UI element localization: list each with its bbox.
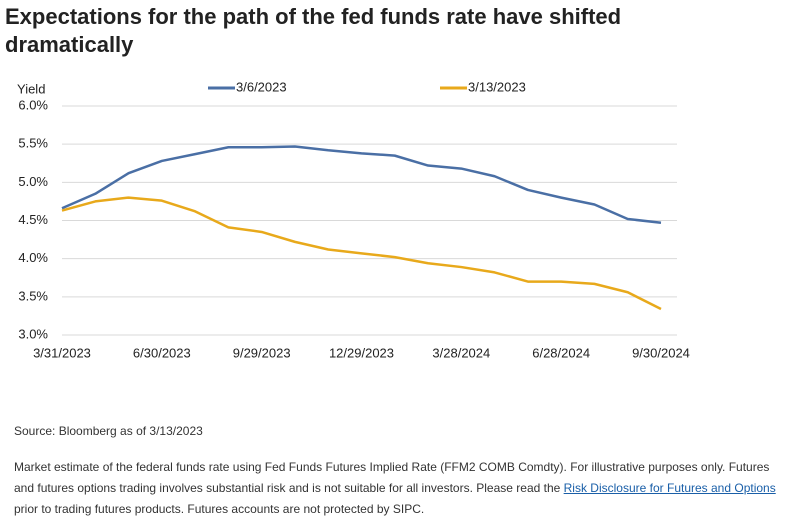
x-tick-label: 6/28/2024: [532, 345, 590, 360]
series-line: [61, 145, 662, 225]
chart-title: Expectations for the path of the fed fun…: [5, 4, 622, 57]
x-tick-label: 6/30/2023: [133, 345, 191, 360]
y-axis-label: Yield: [17, 81, 45, 96]
y-tick-label: 5.0%: [18, 174, 48, 189]
y-tick-label: 3.5%: [18, 288, 48, 303]
y-tick-label: 3.0%: [18, 326, 48, 341]
disclaimer-text: prior to trading futures products. Futur…: [14, 502, 425, 516]
chart: Yield 3.0% 3.5% 4.0% 4.5% 5.0% 5.5% 6.0% 3/31/2…: [17, 79, 690, 360]
y-tick-label: 4.0%: [18, 250, 48, 265]
x-tick-label: 3/28/2024: [432, 345, 490, 360]
y-tick-label: 6.0%: [18, 97, 48, 112]
risk-link[interactable]: Risk Disclosure for Futures and Options: [563, 481, 776, 495]
x-tick-label: 9/29/2023: [233, 345, 291, 360]
y-tick-label: 5.5%: [18, 136, 48, 151]
legend-label: 3/6/2023: [236, 79, 287, 94]
x-tick-label: 12/29/2023: [329, 345, 394, 360]
series-line: [61, 196, 662, 311]
source: Source: Bloomberg as of 3/13/2023: [14, 424, 203, 438]
disclaimer: Market estimate of the federal funds rat…: [14, 457, 789, 520]
x-tick-label: 3/31/2023: [33, 345, 91, 360]
x-tick-label: 9/30/2024: [632, 345, 690, 360]
legend-label: 3/13/2023: [468, 79, 526, 94]
disclaimer-text: Market estimate of the federal funds rat…: [14, 460, 770, 495]
y-tick-label: 4.5%: [18, 212, 48, 227]
